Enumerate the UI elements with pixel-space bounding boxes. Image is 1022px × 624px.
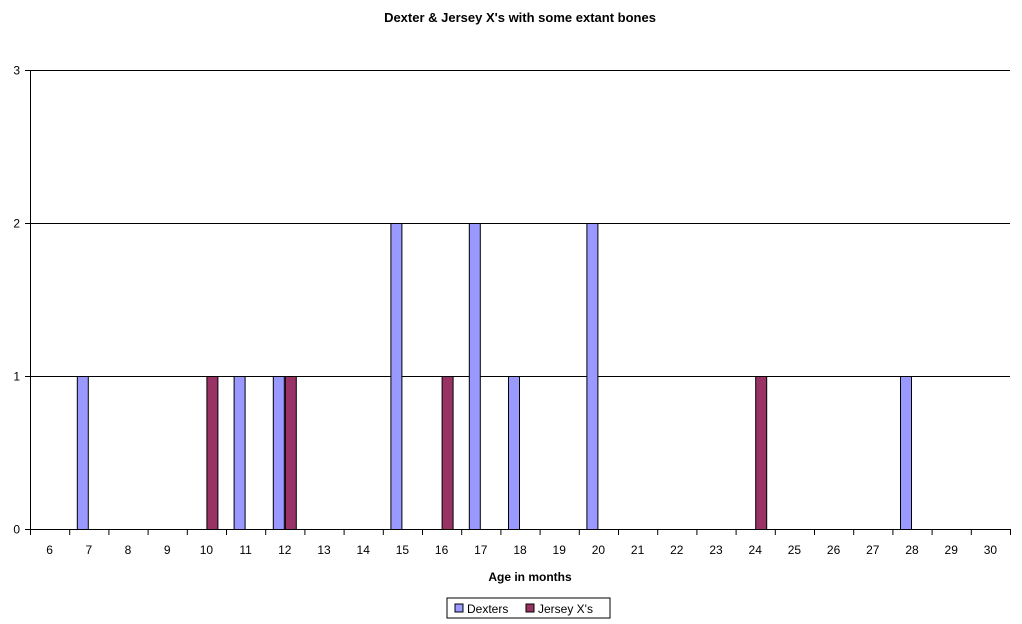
bar-dexters-12: [272, 376, 285, 530]
x-tick-label: 20: [592, 543, 606, 557]
x-tick-label: 13: [317, 543, 331, 557]
bar-dexters-28: [900, 376, 912, 530]
bar-jersey-x-s-24: [755, 376, 768, 530]
x-tick-label: 23: [709, 543, 723, 557]
x-tick-label: 14: [357, 543, 371, 557]
x-tick-label: 22: [670, 543, 684, 557]
x-tick-label: 15: [396, 543, 410, 557]
legend: Dexters Jersey X's: [446, 597, 611, 619]
y-tick-labels: 0 1 2 3: [13, 64, 20, 537]
x-tick-label: 27: [866, 543, 880, 557]
x-tick-label: 24: [749, 543, 763, 557]
bar-jersey-x-s-16: [441, 376, 454, 530]
x-tick-label: 16: [435, 543, 449, 557]
gridlines: [30, 70, 1010, 377]
y-tick-label: 2: [13, 217, 20, 231]
axes: [25, 70, 1011, 535]
chart-title: Dexter & Jersey X's with some extant bon…: [384, 10, 656, 25]
x-tick-label: 18: [513, 543, 527, 557]
x-axis-label: Age in months: [488, 570, 572, 584]
x-tick-label: 12: [278, 543, 292, 557]
x-tick-label: 26: [827, 543, 841, 557]
bar-dexters-20: [586, 223, 599, 530]
bar-dexters-18: [508, 376, 520, 530]
x-tick-label: 8: [125, 543, 132, 557]
x-tick-labels: 6 7 8 9 10 11 12 13 14 15 16 17 18 19 20 21 22 23 24 25 26 27…: [46, 543, 997, 557]
x-tick-label: 21: [631, 543, 645, 557]
bar-jersey-x-s-10: [206, 376, 219, 530]
legend-swatch: [454, 603, 464, 613]
legend-label: Jersey X's: [538, 602, 593, 616]
x-tick-label: 25: [788, 543, 802, 557]
x-tick-label: 7: [85, 543, 92, 557]
x-tick-label: 30: [984, 543, 998, 557]
x-tick-label: 28: [905, 543, 919, 557]
legend-swatch: [525, 603, 535, 613]
x-tick-label: 9: [164, 543, 171, 557]
bar-dexters-17: [468, 223, 481, 530]
x-tick-label: 19: [553, 543, 567, 557]
y-tick-label: 0: [13, 523, 20, 537]
bar-jersey-x-s-12: [284, 376, 297, 530]
x-tick-label: 6: [46, 543, 53, 557]
y-tick-label: 1: [13, 370, 20, 384]
bar-dexters-7: [76, 376, 89, 530]
x-tick-label: 10: [200, 543, 214, 557]
bar-dexters-15: [390, 223, 403, 530]
x-tick-label: 17: [474, 543, 488, 557]
bar-dexters-11: [233, 376, 246, 530]
x-tick-label: 29: [945, 543, 959, 557]
y-tick-label: 3: [13, 64, 20, 78]
x-tick-label: 11: [239, 543, 252, 557]
legend-label: Dexters: [467, 602, 508, 616]
